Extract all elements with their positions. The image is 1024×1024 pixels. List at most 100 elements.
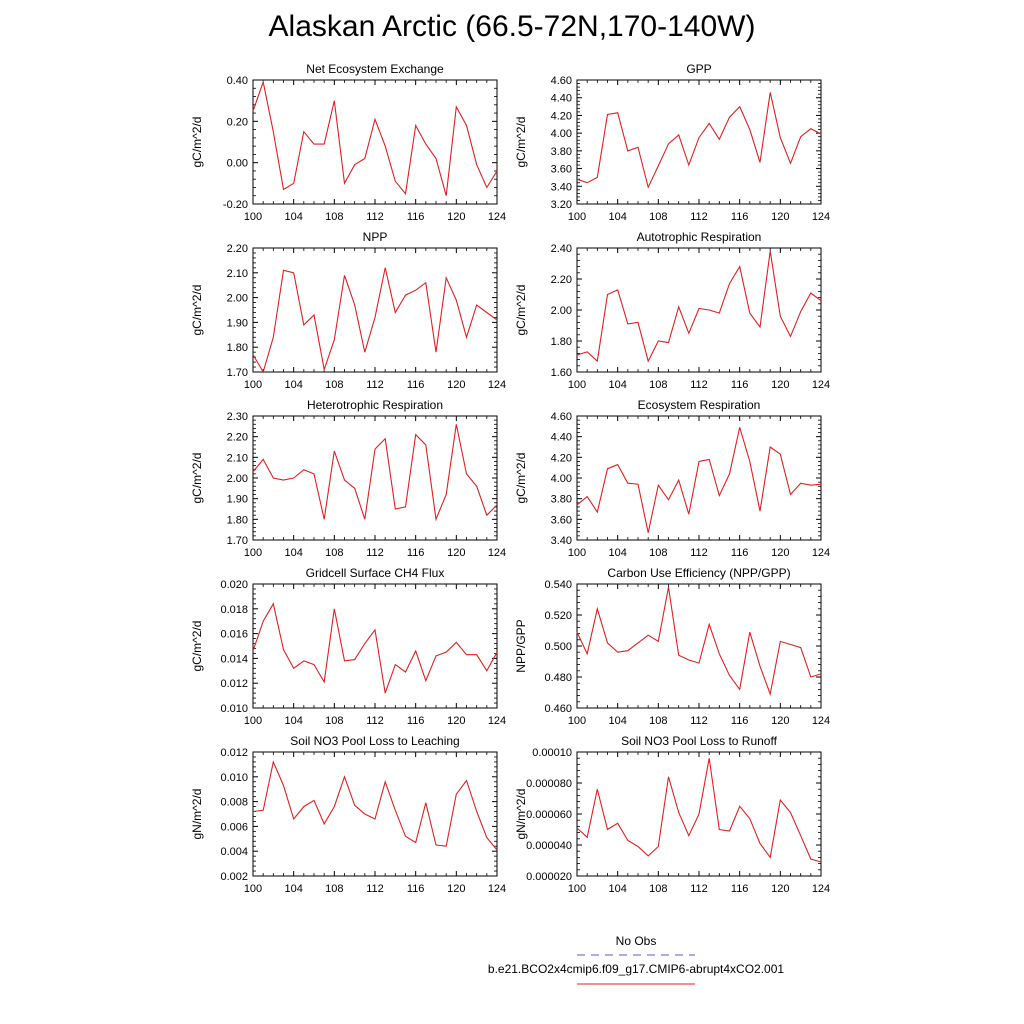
panel-title: Soil NO3 Pool Loss to Runoff [621,734,778,748]
y-tick-label: 0.540 [544,579,572,591]
x-tick-label: 104 [608,883,626,895]
x-tick-label: 100 [244,211,262,223]
y-tick-label: 0.018 [220,604,248,616]
y-tick-label: 3.60 [551,164,572,176]
panel-title: Heterotrophic Respiration [307,398,443,412]
x-tick-label: 120 [447,883,465,895]
x-tick-label: 124 [812,547,830,559]
x-tick-label: 112 [690,715,708,727]
x-tick-label: 120 [771,547,789,559]
y-tick-label: 2.10 [227,452,248,464]
panel-title: GPP [686,62,711,76]
x-tick-label: 100 [244,883,262,895]
plot-frame [252,583,498,709]
y-tick-label: 2.10 [227,268,248,280]
y-axis-label: gC/m^2/d [514,453,528,504]
series-line [576,586,822,697]
y-tick-label: 1.70 [227,367,248,379]
x-tick-label: 116 [731,211,749,223]
plot-frame [576,415,822,541]
x-tick-label: 116 [407,547,425,559]
chart-panel-7: 0.010 0.012 0.014 0.016 0.018 0.020 100 104 108 1… [190,566,506,727]
x-tick-label: 116 [407,883,425,895]
x-tick-label: 100 [568,883,586,895]
panel-title: Ecosystem Respiration [638,398,761,412]
x-tick-label: 104 [608,715,626,727]
y-tick-label: 1.80 [551,336,572,348]
plot-frame [252,415,498,541]
x-tick-label: 112 [366,883,384,895]
x-tick-label: 116 [731,379,749,391]
y-tick-label: 0.460 [544,703,572,715]
y-tick-label: 0.002 [220,871,248,883]
panel-title: NPP [363,230,388,244]
x-tick-label: 116 [407,379,425,391]
y-axis-label: gC/m^2/d [190,285,204,336]
plot-frame [252,751,498,877]
panel-title: Gridcell Surface CH4 Flux [306,566,445,580]
plot-frame [576,247,822,373]
y-tick-label: 0.014 [220,653,248,665]
chart-panel-8: 0.460 0.480 0.500 0.520 0.540 100 104 108 112 116… [514,566,830,727]
y-tick-label: 4.00 [551,128,572,140]
x-tick-label: 104 [284,211,302,223]
y-tick-label: 1.60 [551,367,572,379]
series-line [576,251,822,363]
y-tick-label: 2.40 [551,243,572,255]
x-tick-label: 108 [649,547,667,559]
panel-title: Soil NO3 Pool Loss to Leaching [290,734,459,748]
chart-panel-6: 3.40 3.60 3.80 4.00 4.20 4.40 4.60 100 104 108 112… [514,398,830,559]
y-tick-label: 2.20 [227,243,248,255]
y-axis-label: gN/m^2/d [514,789,528,840]
y-tick-label: 0.006 [220,821,248,833]
y-tick-label: 3.40 [551,181,572,193]
y-tick-label: 0.500 [544,641,572,653]
x-tick-label: 124 [812,211,830,223]
y-tick-label: 1.90 [227,494,248,506]
y-tick-label: 0.008 [220,797,248,809]
y-tick-label: 4.20 [551,110,572,122]
y-tick-label: 1.90 [227,317,248,329]
x-tick-label: 112 [366,211,384,223]
y-tick-label: 1.80 [227,514,248,526]
x-tick-label: 124 [488,883,506,895]
x-tick-label: 124 [488,715,506,727]
x-tick-label: 100 [568,211,586,223]
chart-panel-5: 1.70 1.80 1.90 2.00 2.10 2.20 2.30 100 104 108 112… [190,398,506,559]
y-tick-label: 2.30 [227,411,248,423]
y-tick-label: 2.20 [551,274,572,286]
x-tick-label: 124 [812,883,830,895]
x-tick-label: 108 [649,883,667,895]
y-axis-label: gC/m^2/d [190,117,204,168]
x-tick-label: 120 [771,379,789,391]
y-tick-label: 4.60 [551,411,572,423]
y-tick-label: 0.40 [227,75,248,87]
y-tick-label: 1.70 [227,535,248,547]
x-tick-label: 104 [284,379,302,391]
y-tick-label: 0.016 [220,629,248,641]
x-tick-label: 100 [568,379,586,391]
x-tick-label: 108 [649,715,667,727]
y-tick-label: 3.20 [551,199,572,211]
y-axis-label: NPP/GPP [514,619,528,672]
series-line [576,758,822,863]
x-tick-label: 116 [407,211,425,223]
plot-frame [252,247,498,373]
x-tick-label: 104 [608,211,626,223]
x-tick-label: 116 [731,547,749,559]
y-tick-label: 0.00 [227,158,248,170]
x-tick-label: 112 [690,211,708,223]
panel-title: Carbon Use Efficiency (NPP/GPP) [607,566,790,580]
series-line [576,427,822,533]
x-tick-label: 112 [690,883,708,895]
x-tick-label: 108 [325,379,343,391]
x-tick-label: 104 [608,547,626,559]
x-tick-label: 116 [731,715,749,727]
x-tick-label: 100 [244,547,262,559]
y-tick-label: 2.20 [227,432,248,444]
y-tick-label: 3.80 [551,494,572,506]
y-tick-label: 4.40 [551,432,572,444]
y-tick-label: 0.010 [220,703,248,715]
y-tick-label: 0.000060 [526,809,572,821]
